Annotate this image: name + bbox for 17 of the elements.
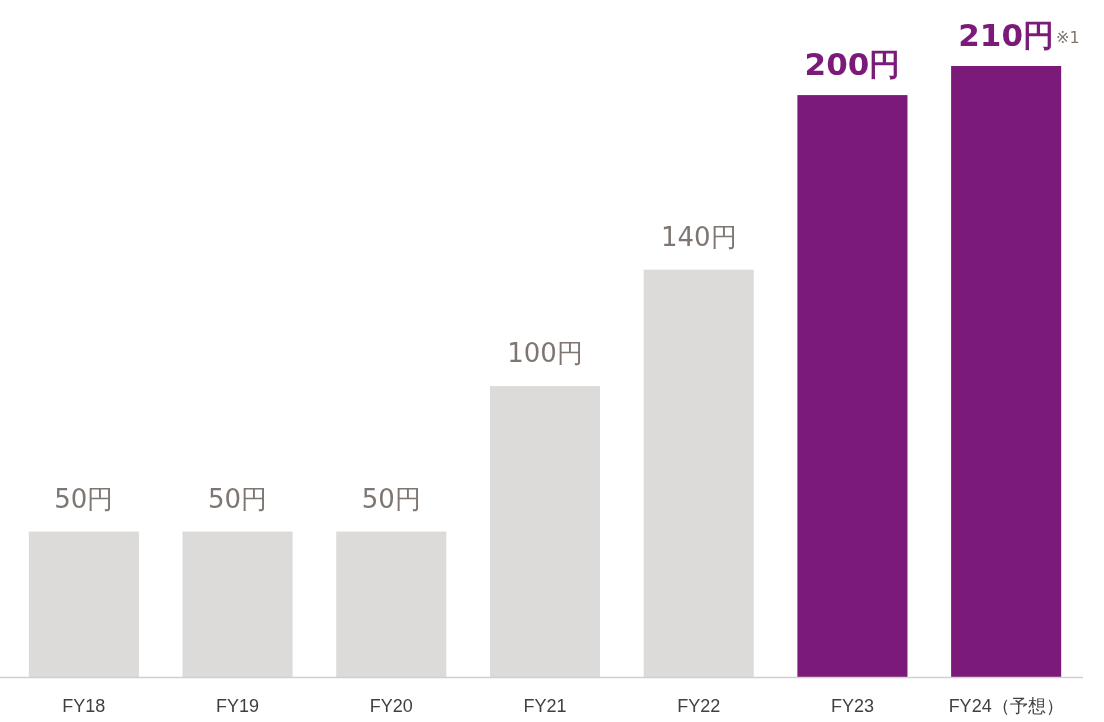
data-label: 210円 [958, 17, 1054, 53]
x-tick-label: FY18 [62, 695, 106, 716]
x-tick-label: FY23 [830, 695, 874, 716]
x-tick-label: FY20 [369, 695, 413, 716]
x-tick-label: FY22 [677, 695, 721, 716]
bar [797, 95, 908, 677]
data-label: 50円 [361, 483, 421, 514]
data-label: 50円 [54, 483, 114, 514]
bar [951, 66, 1062, 677]
data-label: 50円 [208, 483, 268, 514]
x-tick-label: FY21 [523, 695, 567, 716]
data-label: 200円 [804, 46, 901, 83]
text: ※1 [1056, 27, 1080, 47]
data-label: 100円 [507, 338, 583, 369]
x-tick-label: FY19 [216, 695, 260, 716]
x-tick-label: FY24（予想） [948, 695, 1064, 716]
data-label: 140円 [660, 221, 737, 252]
